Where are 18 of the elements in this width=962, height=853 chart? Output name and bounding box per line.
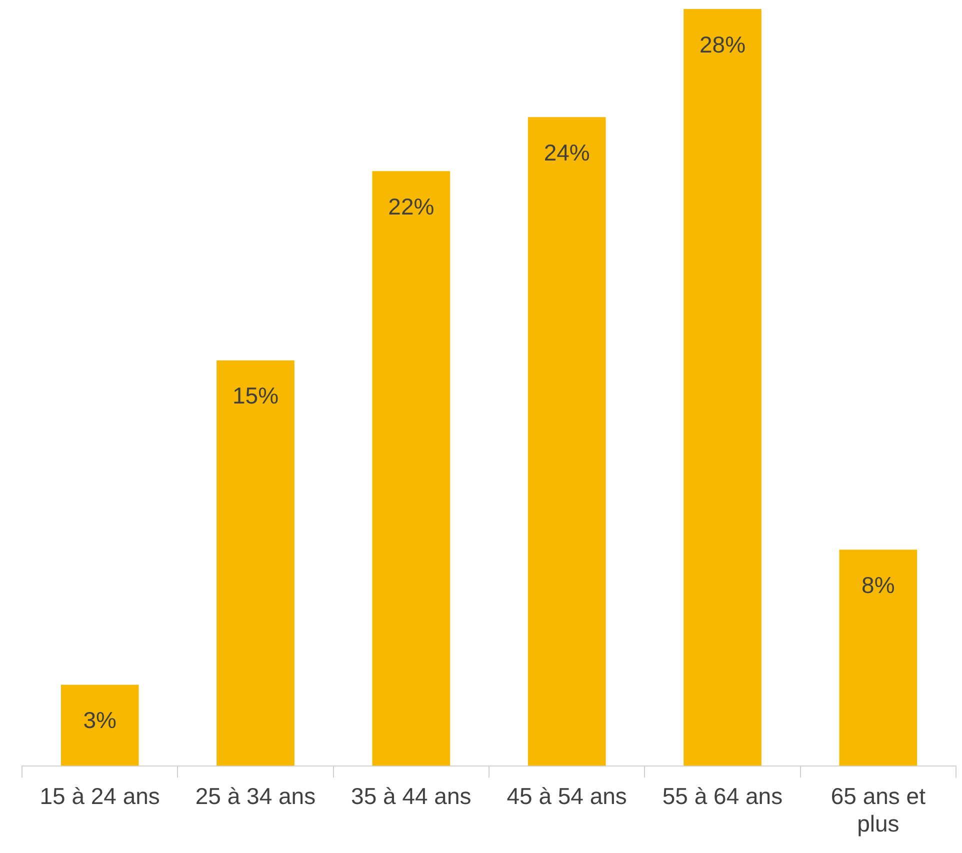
x-tick-label: 65 ans et plus (830, 782, 926, 837)
data-label: 8% (862, 572, 895, 598)
x-tick-label: 15 à 24 ans (40, 782, 160, 809)
data-label: 3% (83, 707, 116, 734)
data-label: 22% (388, 194, 434, 220)
bar (684, 9, 762, 766)
x-tick-label: 55 à 64 ans (662, 782, 783, 809)
data-label: 24% (544, 139, 590, 166)
bar (372, 171, 450, 766)
bar (216, 360, 294, 766)
x-tick-label: 25 à 34 ans (195, 782, 316, 809)
bar (528, 117, 606, 766)
bar (60, 684, 139, 766)
x-tick-label: 45 à 54 ans (506, 782, 627, 809)
x-tick-label: 35 à 44 ans (351, 782, 472, 809)
bar (839, 550, 918, 766)
data-label: 15% (232, 382, 279, 409)
data-label: 28% (699, 31, 746, 58)
